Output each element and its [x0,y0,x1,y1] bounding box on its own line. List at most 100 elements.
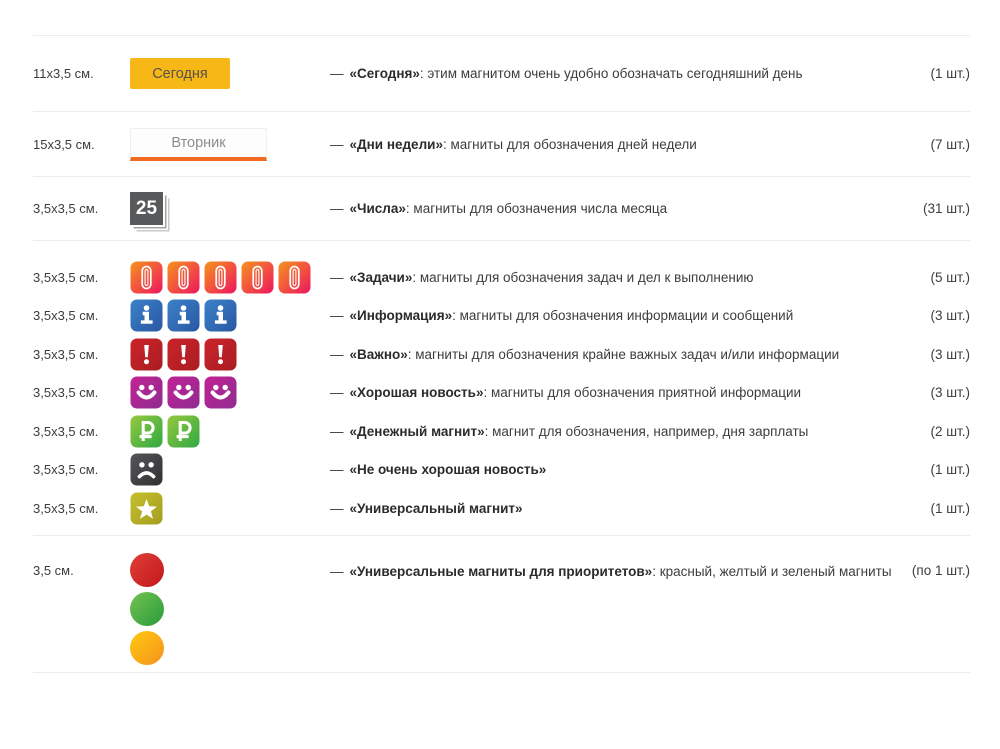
size-label: 3,5x3,5 см. [33,423,99,439]
green-circle-magnet-icon [130,591,164,626]
magnet-row: 11x3,5 см. Сегодня — «Сегодня»: этим магнит… [33,36,970,111]
magnet-title: «Числа» [349,201,406,216]
magnet-row: 3,5x3,5 см. — «Денежный магнит»: магнит д… [33,412,970,451]
clip-magnet-icon [241,261,274,294]
today-magnet: Сегодня [130,58,230,89]
magnet-description: — «Не очень хорошая новость» [330,461,930,478]
magnet-row: 15x3,5 см. Вторник — «Дни недели»: магниты … [33,112,970,176]
magnet-title: «Универсальные магниты для приоритетов» [349,563,653,579]
magnet-preview: Вторник [130,127,330,161]
dash: — [330,201,344,216]
dash: — [330,136,344,152]
magnet-preview: Сегодня [130,58,330,89]
magnet-title: «Сегодня» [349,66,420,81]
magnet-row: 3,5x3,5 см. — «Хорошая новость»: магниты … [33,374,970,413]
divider [33,176,970,177]
red-circle-magnet-icon [130,552,164,587]
divider [33,671,970,673]
ruble-magnet-icon [130,415,163,448]
magnet-row: 3,5x3,5 см. — «Важно»: магниты для обозна… [33,335,970,374]
quantity-label: (5 шт.) [930,269,970,285]
info-magnet-icon [167,299,200,332]
weekday-magnet: Вторник [130,127,267,161]
magnet-preview [130,376,330,409]
magnet-title: «Хорошая новость» [349,385,484,401]
magnet-preview [130,453,330,486]
size-label: 3,5x3,5 см. [33,308,99,324]
quantity-label: (2 шт.) [930,423,970,439]
dash: — [330,563,344,579]
smile-magnet-icon [130,376,163,409]
ruble-magnet-icon [167,415,200,448]
smile-magnet-icon [167,376,200,409]
size-label: 3,5x3,5 см. [33,500,99,516]
magnet-preview [130,492,330,525]
magnet-section: 11x3,5 см. Сегодня — «Сегодня»: этим магнит… [33,36,970,111]
size-label: 3,5 см. [33,562,74,578]
important-magnet-icon [130,338,163,371]
magnet-title: «Универсальный магнит» [349,500,523,516]
quantity-label: (1 шт.) [930,500,970,516]
size-label: 15x3,5 см. [33,136,95,152]
magnet-desc-text: : магниты для обозначения информации и с… [452,308,794,324]
dash: — [330,269,344,285]
magnet-title: «Дни недели» [349,136,443,152]
magnet-description: — «Универсальный магнит» [330,500,930,517]
magnet-desc-text: : магнит для обозначения, например, дня … [484,423,809,439]
size-label: 3,5x3,5 см. [33,201,99,216]
size-label: 11x3,5 см. [33,66,94,81]
magnet-title: «Задачи» [349,269,413,285]
dash: — [330,346,344,362]
magnet-description: — «Хорошая новость»: магниты для обозначе… [330,384,930,401]
magnet-title: «Важно» [349,346,408,362]
star-magnet-icon [130,492,163,525]
quantity-label: (3 шт.) [930,385,970,401]
dash: — [330,462,344,478]
magnet-desc-text: : магниты для обозначения задач и дел к … [412,269,754,285]
magnet-preview [130,415,330,448]
magnet-row: 3,5x3,5 см. 25 — «Числа»: магниты для обозн… [33,177,970,240]
magnet-desc-text: : магниты для обозначения приятной инфор… [483,385,802,401]
magnet-section: 3,5 см. — «Универсальные магниты для приор… [33,536,970,672]
info-magnet-icon [130,299,163,332]
dash: — [330,423,344,439]
magnet-row: 3,5x3,5 см. — «Информация»: магниты для о… [33,297,970,336]
divider [33,111,970,112]
clip-magnet-icon [278,261,311,294]
quantity-label: (1 шт.) [930,66,970,81]
magnet-desc-text: : красный, желтый и зеленый магниты [652,563,892,579]
yellow-circle-magnet-icon [130,630,164,665]
magnet-description: — «Дни недели»: магниты для обозначения д… [330,136,930,153]
quantity-label: (по 1 шт.) [911,562,970,578]
clip-magnet-icon [204,261,237,294]
dash: — [330,385,344,401]
size-label: 3,5x3,5 см. [33,462,99,478]
size-label: 3,5x3,5 см. [33,346,99,362]
clip-magnet-icon [167,261,200,294]
magnet-preview: 25 [130,192,330,225]
magnet-description: — «Важно»: магниты для обозначения крайне… [330,346,930,363]
divider [33,35,970,36]
magnet-description: — «Задачи»: магниты для обозначения задач… [330,269,930,286]
divider [33,240,970,241]
magnet-desc-text: : магниты для обозначения крайне важных … [407,346,840,362]
smile-magnet-icon [204,376,237,409]
sad-magnet-icon [130,453,163,486]
quantity-label: (7 шт.) [930,136,970,152]
magnet-row: 3,5x3,5 см. — «Не очень хорошая новость» (… [33,451,970,490]
important-magnet-icon [204,338,237,371]
info-magnet-icon [204,299,237,332]
quantity-label: (3 шт.) [930,308,970,324]
magnet-description: — «Денежный магнит»: магнит для обозначен… [330,423,930,440]
divider [33,534,970,536]
magnet-title: «Не очень хорошая новость» [349,462,547,478]
magnet-preview [130,299,330,332]
magnet-description: — «Числа»: магниты для обозначения числа … [330,200,923,217]
dash: — [330,500,344,516]
magnet-desc-text: : магниты для обозначения дней недели [442,136,697,152]
important-magnet-icon [167,338,200,371]
magnet-description: — «Универсальные магниты для приоритетов»… [330,553,912,580]
dash: — [330,308,344,324]
magnet-row: 3,5x3,5 см. — «Универсальный магнит» (1 шт… [33,489,970,528]
magnet-preview [130,261,330,294]
